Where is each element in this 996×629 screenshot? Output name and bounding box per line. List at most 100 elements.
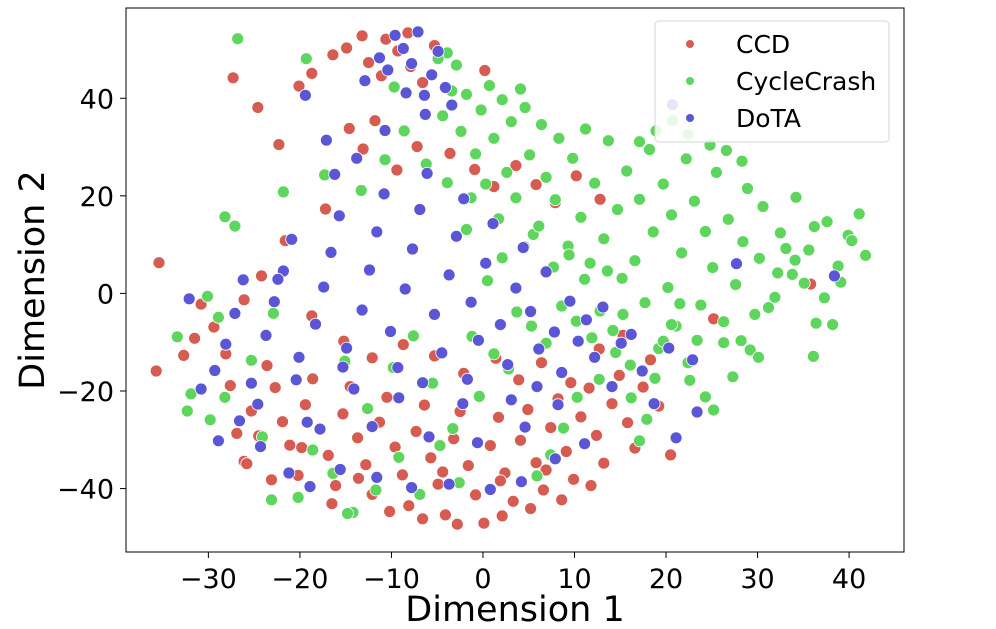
plot-frame xyxy=(125,7,905,553)
point-cyclecrash-94 xyxy=(266,306,280,320)
point-cyclecrash-42 xyxy=(606,324,620,337)
point-cyclecrash-107 xyxy=(392,450,406,464)
point-ccd-92 xyxy=(468,163,482,176)
point-ccd-55 xyxy=(582,381,596,395)
point-cyclecrash-148 xyxy=(699,390,712,404)
point-cyclecrash-175 xyxy=(341,507,354,520)
x-tick-label: −20 xyxy=(271,564,328,595)
point-cyclecrash-53 xyxy=(557,421,570,435)
point-cyclecrash-26 xyxy=(679,152,693,166)
legend-label-ccd: CCD xyxy=(736,30,790,59)
point-ccd-15 xyxy=(283,438,297,452)
point-ccd-2 xyxy=(177,348,191,362)
point-cyclecrash-115 xyxy=(446,422,460,436)
point-dota-90 xyxy=(442,477,456,491)
point-dota-48 xyxy=(571,334,585,348)
point-dota-53 xyxy=(614,336,628,350)
point-cyclecrash-95 xyxy=(276,185,290,199)
point-ccd-1 xyxy=(149,364,163,378)
point-ccd-13 xyxy=(268,381,282,395)
point-dota-47 xyxy=(563,294,577,308)
point-ccd-87 xyxy=(356,142,370,156)
point-dota-35 xyxy=(471,333,485,347)
point-cyclecrash-172 xyxy=(170,330,184,344)
point-ccd-118 xyxy=(416,512,430,526)
point-dota-2 xyxy=(219,337,233,351)
point-ccd-32 xyxy=(409,425,423,438)
point-cyclecrash-4 xyxy=(820,215,834,229)
point-dota-15 xyxy=(324,245,338,259)
point-cyclecrash-19 xyxy=(717,336,731,350)
point-ccd-35 xyxy=(431,477,445,491)
point-dota-28 xyxy=(420,166,434,180)
point-dota-77 xyxy=(399,86,413,100)
point-dota-100 xyxy=(551,398,565,412)
point-cyclecrash-5 xyxy=(809,316,823,330)
point-cyclecrash-51 xyxy=(566,151,580,165)
point-ccd-126 xyxy=(352,471,365,485)
point-ccd-17 xyxy=(298,398,312,412)
point-cyclecrash-30 xyxy=(661,281,675,295)
point-cyclecrash-23 xyxy=(694,298,708,312)
point-dota-6 xyxy=(251,397,265,411)
point-ccd-58 xyxy=(605,397,619,411)
point-cyclecrash-55 xyxy=(548,193,562,207)
point-ccd-12 xyxy=(260,359,274,373)
y-tick-label: −20 xyxy=(57,377,114,408)
point-dota-78 xyxy=(378,124,392,137)
point-dota-43 xyxy=(532,342,546,356)
point-ccd-106 xyxy=(396,338,410,352)
point-dota-5 xyxy=(244,376,258,390)
point-cyclecrash-137 xyxy=(609,346,623,359)
point-ccd-41 xyxy=(477,516,491,530)
point-dota-96 xyxy=(365,420,379,434)
point-ccd-120 xyxy=(495,509,509,523)
point-cyclecrash-75 xyxy=(460,88,473,101)
point-ccd-47 xyxy=(521,403,535,416)
point-dota-29 xyxy=(428,307,441,321)
point-ccd-25 xyxy=(359,458,373,472)
point-ccd-77 xyxy=(362,56,376,69)
point-dota-30 xyxy=(435,346,449,360)
point-dota-104 xyxy=(289,373,303,387)
point-cyclecrash-17 xyxy=(729,278,742,292)
point-cyclecrash-61 xyxy=(523,148,536,162)
point-cyclecrash-151 xyxy=(726,370,740,384)
point-dota-3 xyxy=(228,306,242,320)
x-tick-label: 20 xyxy=(649,564,683,595)
point-dota-86 xyxy=(282,466,296,480)
point-cyclecrash-133 xyxy=(578,272,591,286)
point-cyclecrash-62 xyxy=(518,101,532,114)
point-cyclecrash-57 xyxy=(539,170,553,184)
point-dota-13 xyxy=(309,317,322,331)
point-ccd-39 xyxy=(461,459,475,473)
point-cyclecrash-158 xyxy=(788,253,802,267)
point-cyclecrash-122 xyxy=(495,251,509,265)
point-cyclecrash-38 xyxy=(623,358,637,372)
point-ccd-127 xyxy=(436,465,450,479)
point-dota-33 xyxy=(457,192,471,206)
point-cyclecrash-48 xyxy=(579,122,592,136)
point-cyclecrash-149 xyxy=(707,403,720,417)
point-ccd-31 xyxy=(402,499,416,513)
point-dota-68 xyxy=(396,42,410,55)
point-dota-62 xyxy=(730,257,743,271)
legend: CCD CycleCrash DoTA xyxy=(654,20,890,143)
point-cyclecrash-22 xyxy=(699,225,712,238)
point-dota-106 xyxy=(416,376,430,390)
point-dota-32 xyxy=(449,229,463,243)
point-cyclecrash-105 xyxy=(378,153,392,167)
point-cyclecrash-33 xyxy=(646,225,660,239)
point-dota-41 xyxy=(516,241,530,255)
y-tick-label: 0 xyxy=(97,279,114,310)
point-ccd-43 xyxy=(492,410,505,424)
point-dota-75 xyxy=(445,98,459,112)
y-tick-label: 20 xyxy=(80,182,114,213)
point-cyclecrash-104 xyxy=(369,483,383,497)
point-ccd-50 xyxy=(544,421,558,435)
point-dota-79 xyxy=(350,151,364,165)
point-ccd-83 xyxy=(416,76,430,89)
point-dota-11 xyxy=(292,350,306,364)
point-dota-101 xyxy=(392,391,406,405)
point-dota-34 xyxy=(464,295,478,309)
